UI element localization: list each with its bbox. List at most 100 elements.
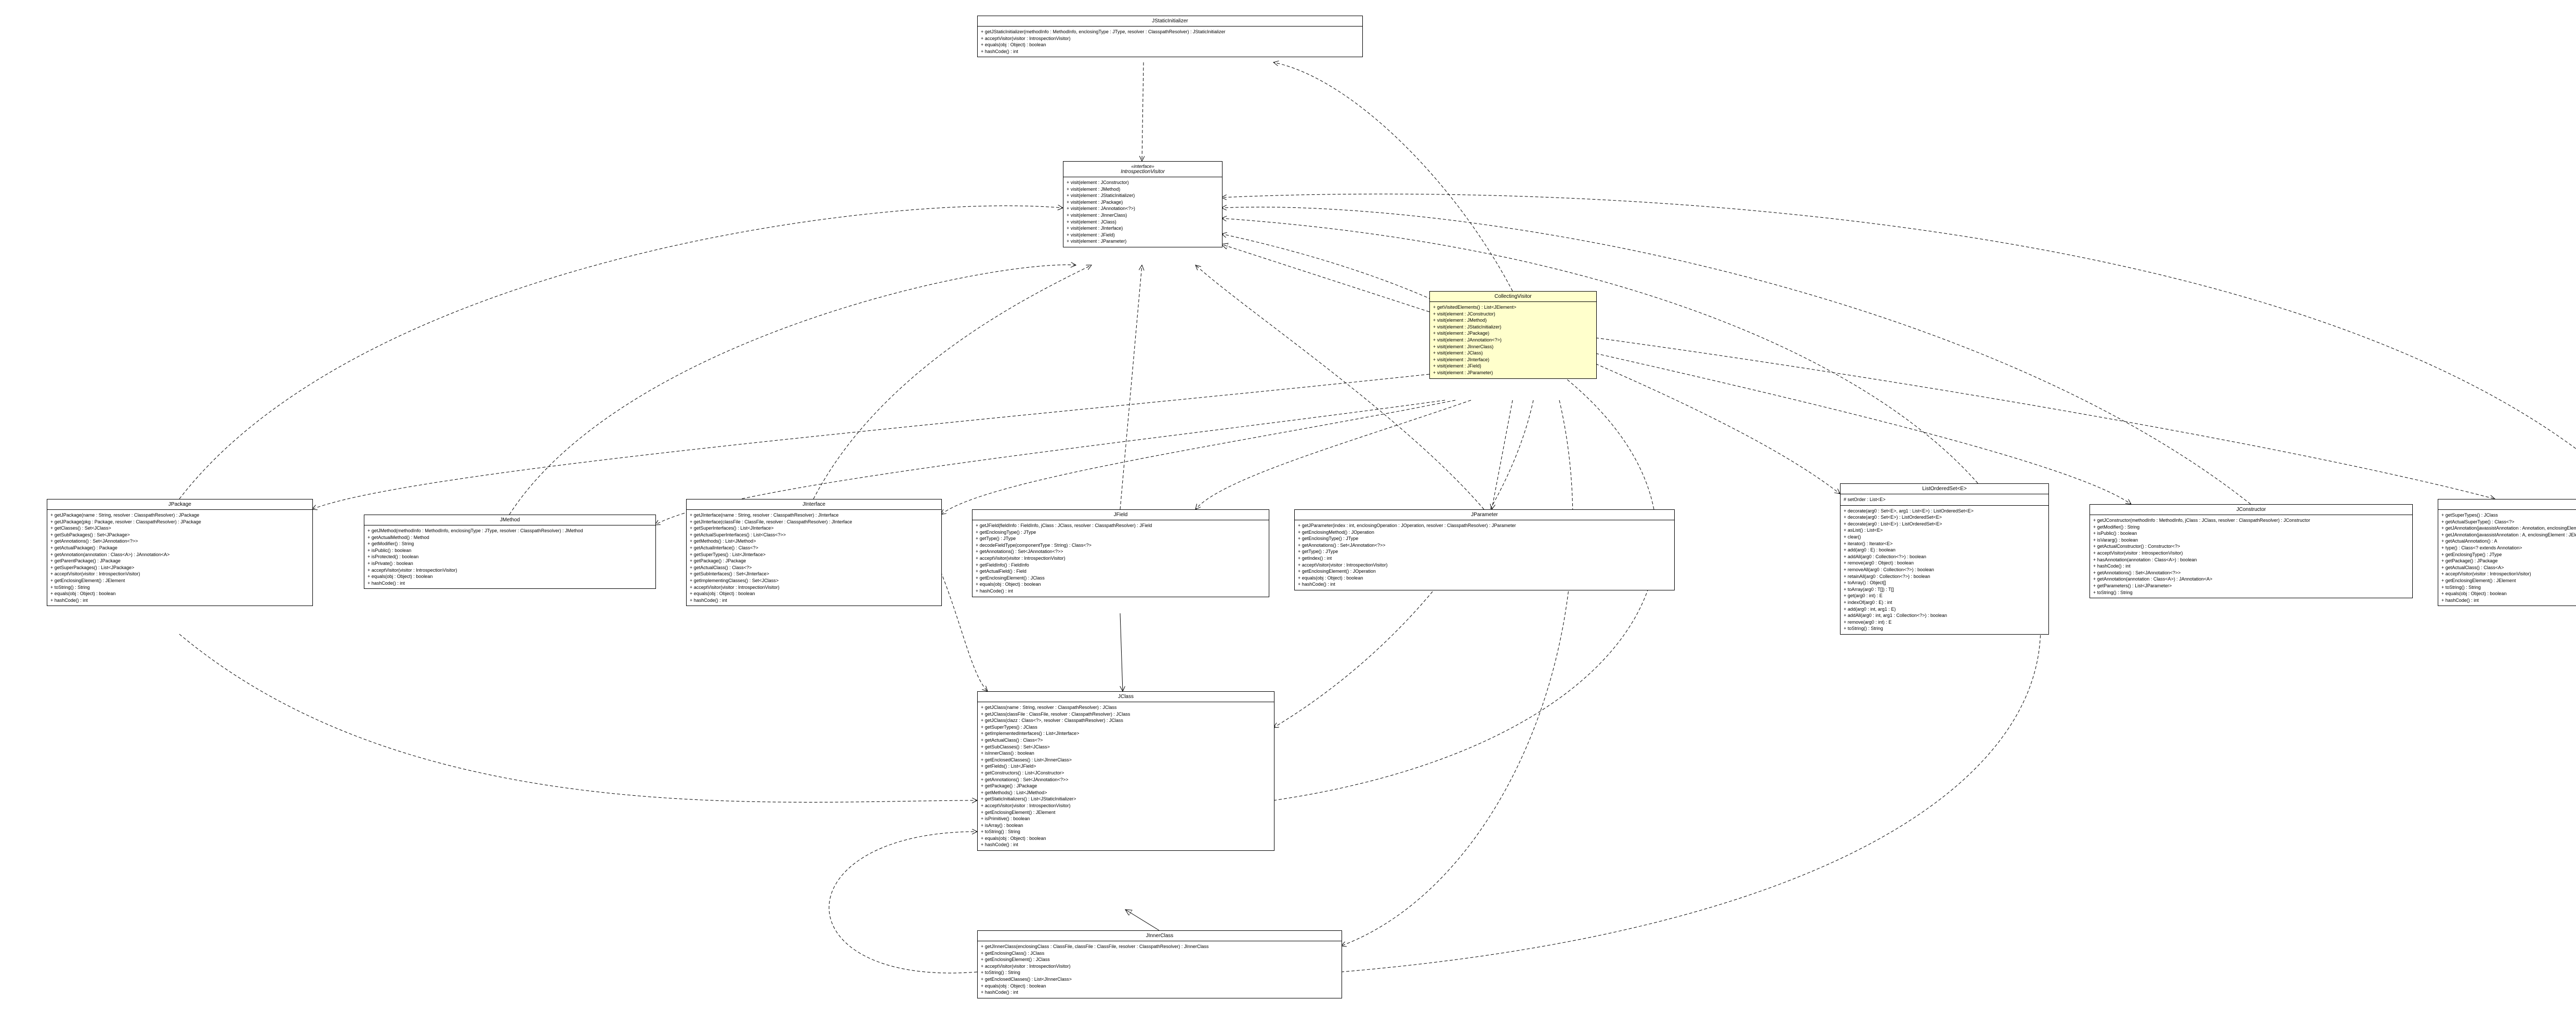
method-row: + getClasses() : Set<JClass> — [50, 525, 309, 532]
method-row: + isPublic() : boolean — [367, 547, 652, 554]
class-title: JField — [972, 510, 1269, 520]
methods-compartment: + getVisitedElements() : List<JElement>+… — [1430, 302, 1596, 378]
method-row: + visit(element : JMethod) — [1433, 317, 1593, 324]
method-row: + getSuperTypes() : List<JInterface> — [690, 551, 938, 558]
method-row: + toString() : String — [981, 828, 1271, 835]
class-title: JInterface — [687, 499, 941, 510]
method-row: + getAnnotations() : Set<JAnnotation<?>> — [981, 777, 1271, 783]
method-row: + addAll(arg0 : int, arg1 : Collection<?… — [1844, 612, 2045, 619]
method-row: + equals(obj : Object) : boolean — [690, 590, 938, 597]
method-row: + getEnclosingElement() : JElement — [981, 809, 1271, 816]
method-row: + getActualClass() : Class<A> — [2441, 564, 2576, 571]
method-row: + getActualMethod() : Method — [367, 534, 652, 541]
method-row: + getJPackage(name : String, resolver : … — [50, 512, 309, 519]
class-title: ListOrderedSet<E> — [1841, 484, 2048, 494]
method-row: + getJAnnotation(javassistAnnotation : A… — [2441, 525, 2576, 532]
method-row: + clear() — [1844, 534, 2045, 541]
method-row: + visit(element : JParameter) — [1433, 370, 1593, 376]
method-row: + hasAnnotation(annotation : Class<A>) :… — [2093, 557, 2409, 563]
method-row: + getJConstructor(methodInfo : MethodInf… — [2093, 517, 2409, 524]
method-row: + toString() : String — [50, 584, 309, 591]
class-name: JStaticInitializer — [1152, 18, 1188, 24]
method-row: + getSuperTypes() : JClass — [981, 724, 1271, 731]
edge-CollectingVisitor-ListOrderedSet — [1596, 364, 1840, 494]
method-row: + visit(element : JInnerClass) — [1067, 212, 1219, 219]
method-row: + getConstructors() : List<JConstructor> — [981, 770, 1271, 777]
class-name: IntrospectionVisitor — [1121, 169, 1165, 175]
method-row: + getJInterface(classFile : ClassFile, r… — [690, 519, 938, 525]
method-row: + getEnclosingType() : JType — [976, 529, 1266, 536]
method-row: + toString() : String — [981, 969, 1338, 976]
method-row: + getPackage() : JPackage — [2441, 558, 2576, 564]
uml-class-jclass: JClass+ getJClass(name : String, resolve… — [977, 691, 1274, 851]
edge-JAnnotation-IntrospectionVisitor — [1221, 194, 2576, 499]
method-row: + decorate(arg0 : List<E>) : ListOrdered… — [1844, 521, 2045, 528]
class-title: JMethod — [364, 515, 655, 525]
class-title: JStaticInitializer — [978, 16, 1362, 27]
methods-compartment: + getSuperTypes() : JClass+ getActualSup… — [2438, 510, 2576, 606]
method-row: + getActualSuperInterfaces() : List<Clas… — [690, 532, 938, 538]
method-row: + decorate(arg0 : Set<E>) : ListOrderedS… — [1844, 514, 2045, 521]
method-row: + getAnnotations() : Set<JAnnotation<?>> — [2093, 570, 2409, 576]
class-title: JParameter — [1295, 510, 1674, 520]
method-row: + acceptVisitor(visitor : IntrospectionV… — [2093, 550, 2409, 557]
method-row: + visit(element : JMethod) — [1067, 186, 1219, 193]
edge-JMethod-IntrospectionVisitor — [509, 265, 1076, 515]
method-row: + iterator() : Iterator<E> — [1844, 541, 2045, 547]
class-title: CollectingVisitor — [1430, 292, 1596, 302]
uml-class-jstaticinitializer: JStaticInitializer + getJStaticInitialize… — [977, 16, 1363, 57]
method-row: + visit(element : JClass) — [1067, 219, 1219, 226]
method-row: + toString() : String — [2441, 584, 2576, 591]
method-row: + getSuperPackages() : List<JPackage> — [50, 564, 309, 571]
edge-JPackage-IntrospectionVisitor — [179, 206, 1063, 499]
class-name: ListOrderedSet<E> — [1922, 486, 1967, 492]
method-row: + equals(obj : Object) : boolean — [981, 42, 1359, 48]
method-row: + getAnnotation(annotation : Class<A>) :… — [50, 551, 309, 558]
method-row: + getAnnotations() : Set<JAnnotation<?>> — [1298, 542, 1671, 549]
methods-compartment: + getJClass(name : String, resolver : Cl… — [978, 702, 1274, 850]
method-row: + getParameters() : List<JParameter> — [2093, 583, 2409, 589]
method-row: + getIndex() : int — [1298, 555, 1671, 562]
method-row: + hashCode() : int — [367, 580, 652, 587]
method-row: + getEnclosingElement() : JElement — [50, 577, 309, 584]
edge-JInnerClass-JClass — [1125, 910, 1159, 930]
class-title: JInnerClass — [978, 931, 1342, 941]
method-row: + getType() : JType — [976, 535, 1266, 542]
method-row: + acceptVisitor(visitor : IntrospectionV… — [690, 584, 938, 591]
methods-compartment: + visit(element : JConstructor)+ visit(e… — [1063, 177, 1222, 247]
method-row: + visit(element : JConstructor) — [1067, 179, 1219, 186]
method-row: + visit(element : JStaticInitializer) — [1067, 192, 1219, 199]
uml-class-listorderedset: ListOrderedSet<E> # setOrder : List<E> + d… — [1840, 483, 2049, 635]
method-row: + indexOf(arg0 : E) : int — [1844, 599, 2045, 606]
method-row: + isPrimitive() : boolean — [981, 815, 1271, 822]
method-row: + remove(arg0 : Object) : boolean — [1844, 560, 2045, 567]
method-row: + getImplementingClasses() : Set<JClass> — [690, 577, 938, 584]
method-row: + getPackage() : JPackage — [690, 558, 938, 564]
method-row: + visit(element : JInnerClass) — [1433, 344, 1593, 350]
method-row: + visit(element : JInterface) — [1433, 357, 1593, 363]
edge-JConstructor-IntrospectionVisitor — [1221, 207, 2251, 504]
method-row: + acceptVisitor(visitor : IntrospectionV… — [981, 35, 1359, 42]
uml-class-jparameter: JParameter+ getJParameter(index : int, e… — [1294, 509, 1675, 590]
method-row: + getJStaticInitializer(methodInfo : Met… — [981, 29, 1359, 35]
field-row: # setOrder : List<E> — [1844, 496, 2045, 503]
edge-CollectingVisitor-JPackage — [312, 374, 1429, 509]
method-row: + getAnnotation(annotation : Class<A>) :… — [2093, 576, 2409, 583]
method-row: + decodeFieldType(componentType : String… — [976, 542, 1266, 549]
method-row: + getEnclosingMethod() : JOperation — [1298, 529, 1671, 536]
class-title: JConstructor — [2090, 505, 2412, 515]
method-row: + toString() : String — [1844, 625, 2045, 632]
methods-compartment: + getJInterface(name : String, resolver … — [687, 510, 941, 606]
method-row: + getActualAnnotation() : A — [2441, 538, 2576, 545]
method-row: + hashCode() : int — [690, 597, 938, 604]
method-row: + getJMethod(methodInfo : MethodInfo, en… — [367, 528, 652, 534]
class-name: JField — [1114, 512, 1128, 518]
method-row: + getJInnerClass(enclosingClass : ClassF… — [981, 943, 1338, 950]
stereotype-label: «interface» — [1066, 164, 1220, 169]
class-title: JClass — [978, 692, 1274, 702]
method-row: + acceptVisitor(visitor : IntrospectionV… — [1298, 562, 1671, 569]
method-row: + visit(element : JField) — [1433, 363, 1593, 370]
method-row: + getEnclosingElement() : JClass — [981, 956, 1338, 963]
edge-CollectingVisitor-IntrospectionVisitor — [1221, 244, 1429, 312]
method-row: + visit(element : JParameter) — [1067, 238, 1219, 245]
